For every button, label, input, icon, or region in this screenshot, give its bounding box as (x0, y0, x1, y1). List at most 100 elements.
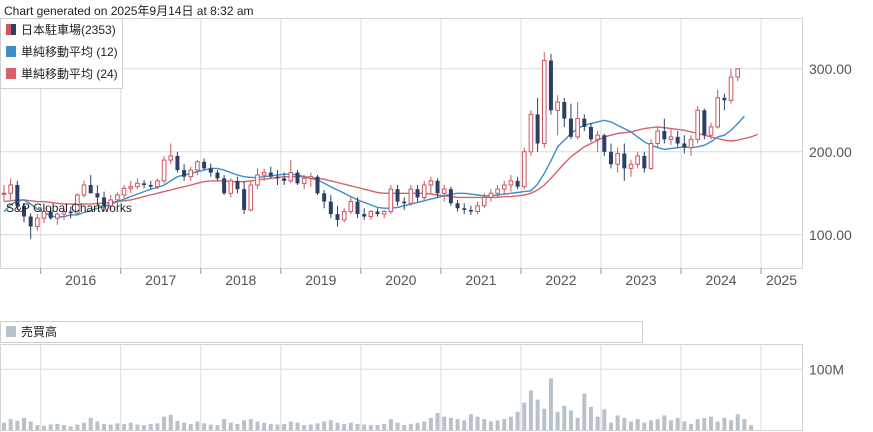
candle-body-up (635, 155, 640, 165)
chart-generated-text: Chart generated on 2025年9月14日 at 8:32 am (4, 4, 254, 18)
legend-box (0, 18, 123, 89)
volume-bar (435, 413, 440, 430)
volume-bar (335, 422, 340, 430)
volume-bar (475, 416, 480, 430)
x-tick-label: 2024 (705, 272, 736, 288)
candle-body-down (322, 193, 327, 202)
candle-icon (6, 24, 11, 35)
candle-body-up (35, 217, 40, 227)
volume-bar (128, 422, 133, 430)
candle-body-down (142, 183, 147, 185)
volume-bar (182, 422, 187, 430)
volume-bar (162, 416, 167, 430)
volume-bar (575, 417, 580, 430)
candle-body-up (695, 109, 700, 140)
x-axis: 2016 2017 2018 2019 2020 2021 2022 2023 2024 2025 (40, 268, 797, 288)
volume-bar (615, 415, 620, 430)
candle-body-down (282, 178, 287, 181)
volume-bar (302, 425, 307, 430)
candle-body-up (161, 159, 167, 182)
volume-bar (142, 425, 147, 430)
candle-body-down (88, 185, 93, 194)
candle-body-up (288, 172, 294, 182)
candle-body-down (222, 178, 227, 194)
volume-bar (735, 414, 740, 430)
volume-bar (502, 419, 507, 430)
candle-body-down (622, 153, 627, 169)
volume-bar (715, 421, 720, 430)
volume-bar (488, 421, 493, 430)
volume-bar (415, 422, 420, 430)
candle-body-up (615, 152, 620, 165)
x-tick-label: 2025 (766, 272, 797, 288)
candles-layer (1, 52, 741, 239)
candle-body-up (308, 176, 314, 179)
candle-body-up (441, 188, 447, 194)
volume-bar (729, 420, 734, 430)
volume-bar (448, 417, 453, 430)
x-tick-label: 2017 (145, 272, 176, 288)
volume-bar (535, 399, 540, 430)
volume-bar (702, 417, 707, 430)
candle-body-up (261, 172, 267, 176)
volume-bar (482, 419, 487, 430)
candle-body-up (501, 184, 507, 190)
volume-bar (709, 416, 714, 430)
candle-body-up (408, 188, 414, 204)
volume-bar (15, 420, 20, 430)
volume-bar (282, 423, 287, 430)
volume-bar (722, 417, 727, 430)
legend-item: 単純移動平均 (12) (6, 45, 118, 59)
volume-bar (2, 422, 6, 430)
candle-body-up (715, 97, 720, 128)
candle-body-up (8, 184, 13, 194)
candle-icon-dark (11, 24, 16, 35)
candle-body-up (428, 180, 434, 186)
volume-bar (22, 417, 27, 430)
candle-body-down (455, 203, 460, 209)
candle-body-up (528, 113, 534, 153)
candle-body-down (68, 211, 73, 214)
volume-bar (555, 411, 560, 430)
volume-bar (328, 420, 333, 430)
candle-body-down (362, 214, 367, 217)
volume-bar (342, 423, 347, 430)
volume-bar (455, 419, 460, 430)
volume-bar (515, 411, 520, 430)
volume-bar (622, 417, 627, 430)
x-tick-label: 2022 (545, 272, 576, 288)
candle-body-down (15, 185, 20, 206)
candle-body-up (555, 101, 560, 111)
candle-body-down (175, 155, 180, 171)
volume-plot-frame (0, 344, 803, 431)
volume-bar (408, 423, 413, 430)
volume-bar (348, 422, 353, 430)
volume-bar (662, 415, 667, 430)
price-y-tick-label: 300.00 (809, 61, 852, 77)
volume-bar (495, 420, 500, 430)
volume-bar (588, 406, 593, 430)
candle-body-down (568, 118, 573, 137)
volume-bar (689, 423, 694, 430)
candle-body-up (495, 188, 500, 194)
volume-bar (562, 405, 567, 430)
volume-bar (288, 421, 293, 430)
candle-body-down (95, 193, 100, 198)
candle-body-down (22, 205, 27, 217)
candle-body-down (395, 189, 400, 202)
x-tick-label: 2018 (225, 272, 256, 288)
volume-bar (268, 423, 273, 430)
volume-bar (382, 423, 387, 430)
volume-bar (568, 410, 573, 430)
candle-body-down (28, 216, 33, 227)
volume-y-axis: 100M (809, 361, 844, 377)
volume-bar (468, 414, 473, 430)
volume-bar (355, 423, 360, 430)
candle-body-up (75, 194, 80, 214)
volume-bar (642, 422, 647, 430)
volume-bar (175, 420, 180, 430)
candle-body-up (648, 143, 654, 169)
legend-swatch (6, 46, 16, 57)
candle-body-up (381, 211, 387, 215)
candle-body-up (155, 180, 160, 188)
